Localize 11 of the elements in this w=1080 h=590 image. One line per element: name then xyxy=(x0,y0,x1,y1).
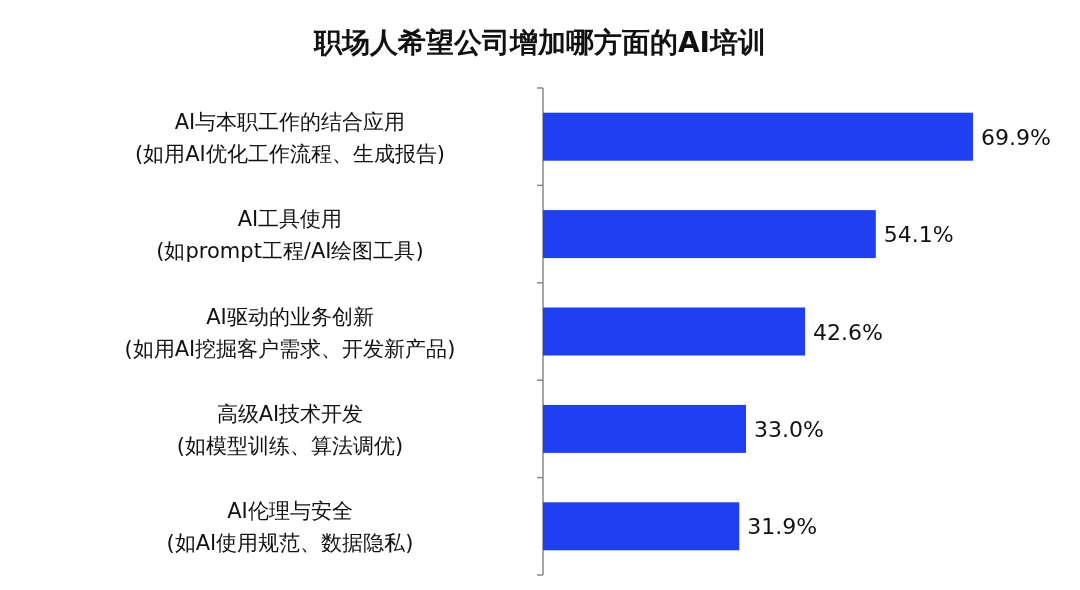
data-label: 42.6% xyxy=(813,319,883,345)
y-tick-label: AI伦理与安全 (如AI使用规范、数据隐私) xyxy=(166,499,414,556)
y-tick-label: AI驱动的业务创新 (如用AI挖掘客户需求、开发新产品) xyxy=(124,304,456,361)
data-label: 69.9% xyxy=(981,124,1051,150)
y-tick-label: AI与本职工作的结合应用 (如用AI优化工作流程、生成报告) xyxy=(135,109,445,166)
chart-title: 职场人希望公司增加哪方面的AI培训 xyxy=(312,26,767,59)
data-label: 54.1% xyxy=(883,222,954,248)
y-tick-label: AI工具使用 (如prompt工程/AI绘图工具) xyxy=(156,207,424,264)
data-label: 33.0% xyxy=(754,416,824,442)
y-tick-label: 高级AI技术开发 (如模型训练、算法调优) xyxy=(176,401,404,458)
data-label: 31.9% xyxy=(747,514,818,540)
